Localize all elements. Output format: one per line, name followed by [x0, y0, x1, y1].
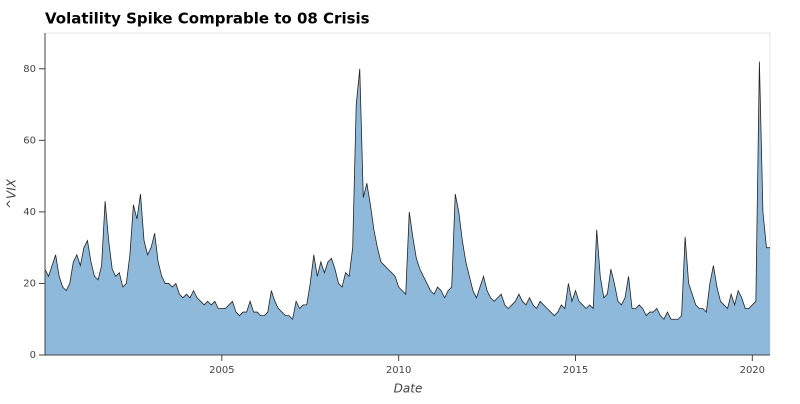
- x-tick-label: 2010: [386, 365, 411, 376]
- y-tick-label: 80: [23, 64, 36, 75]
- y-axis-label: ^VIX: [5, 178, 19, 209]
- y-tick-label: 60: [23, 135, 36, 146]
- y-tick-label: 0: [30, 350, 36, 361]
- x-tick-label: 2005: [209, 365, 234, 376]
- line: [44, 61, 770, 321]
- x-axis-label: Date: [394, 382, 423, 396]
- x-tick-label: 2020: [740, 365, 765, 376]
- y-tick-label: 20: [23, 278, 36, 289]
- x-tick-label: 2015: [563, 365, 588, 376]
- area: [45, 61, 770, 356]
- chart-title: Volatility Spike Comprable to 08 Crisis: [45, 10, 370, 28]
- y-tick-label: 40: [23, 207, 36, 218]
